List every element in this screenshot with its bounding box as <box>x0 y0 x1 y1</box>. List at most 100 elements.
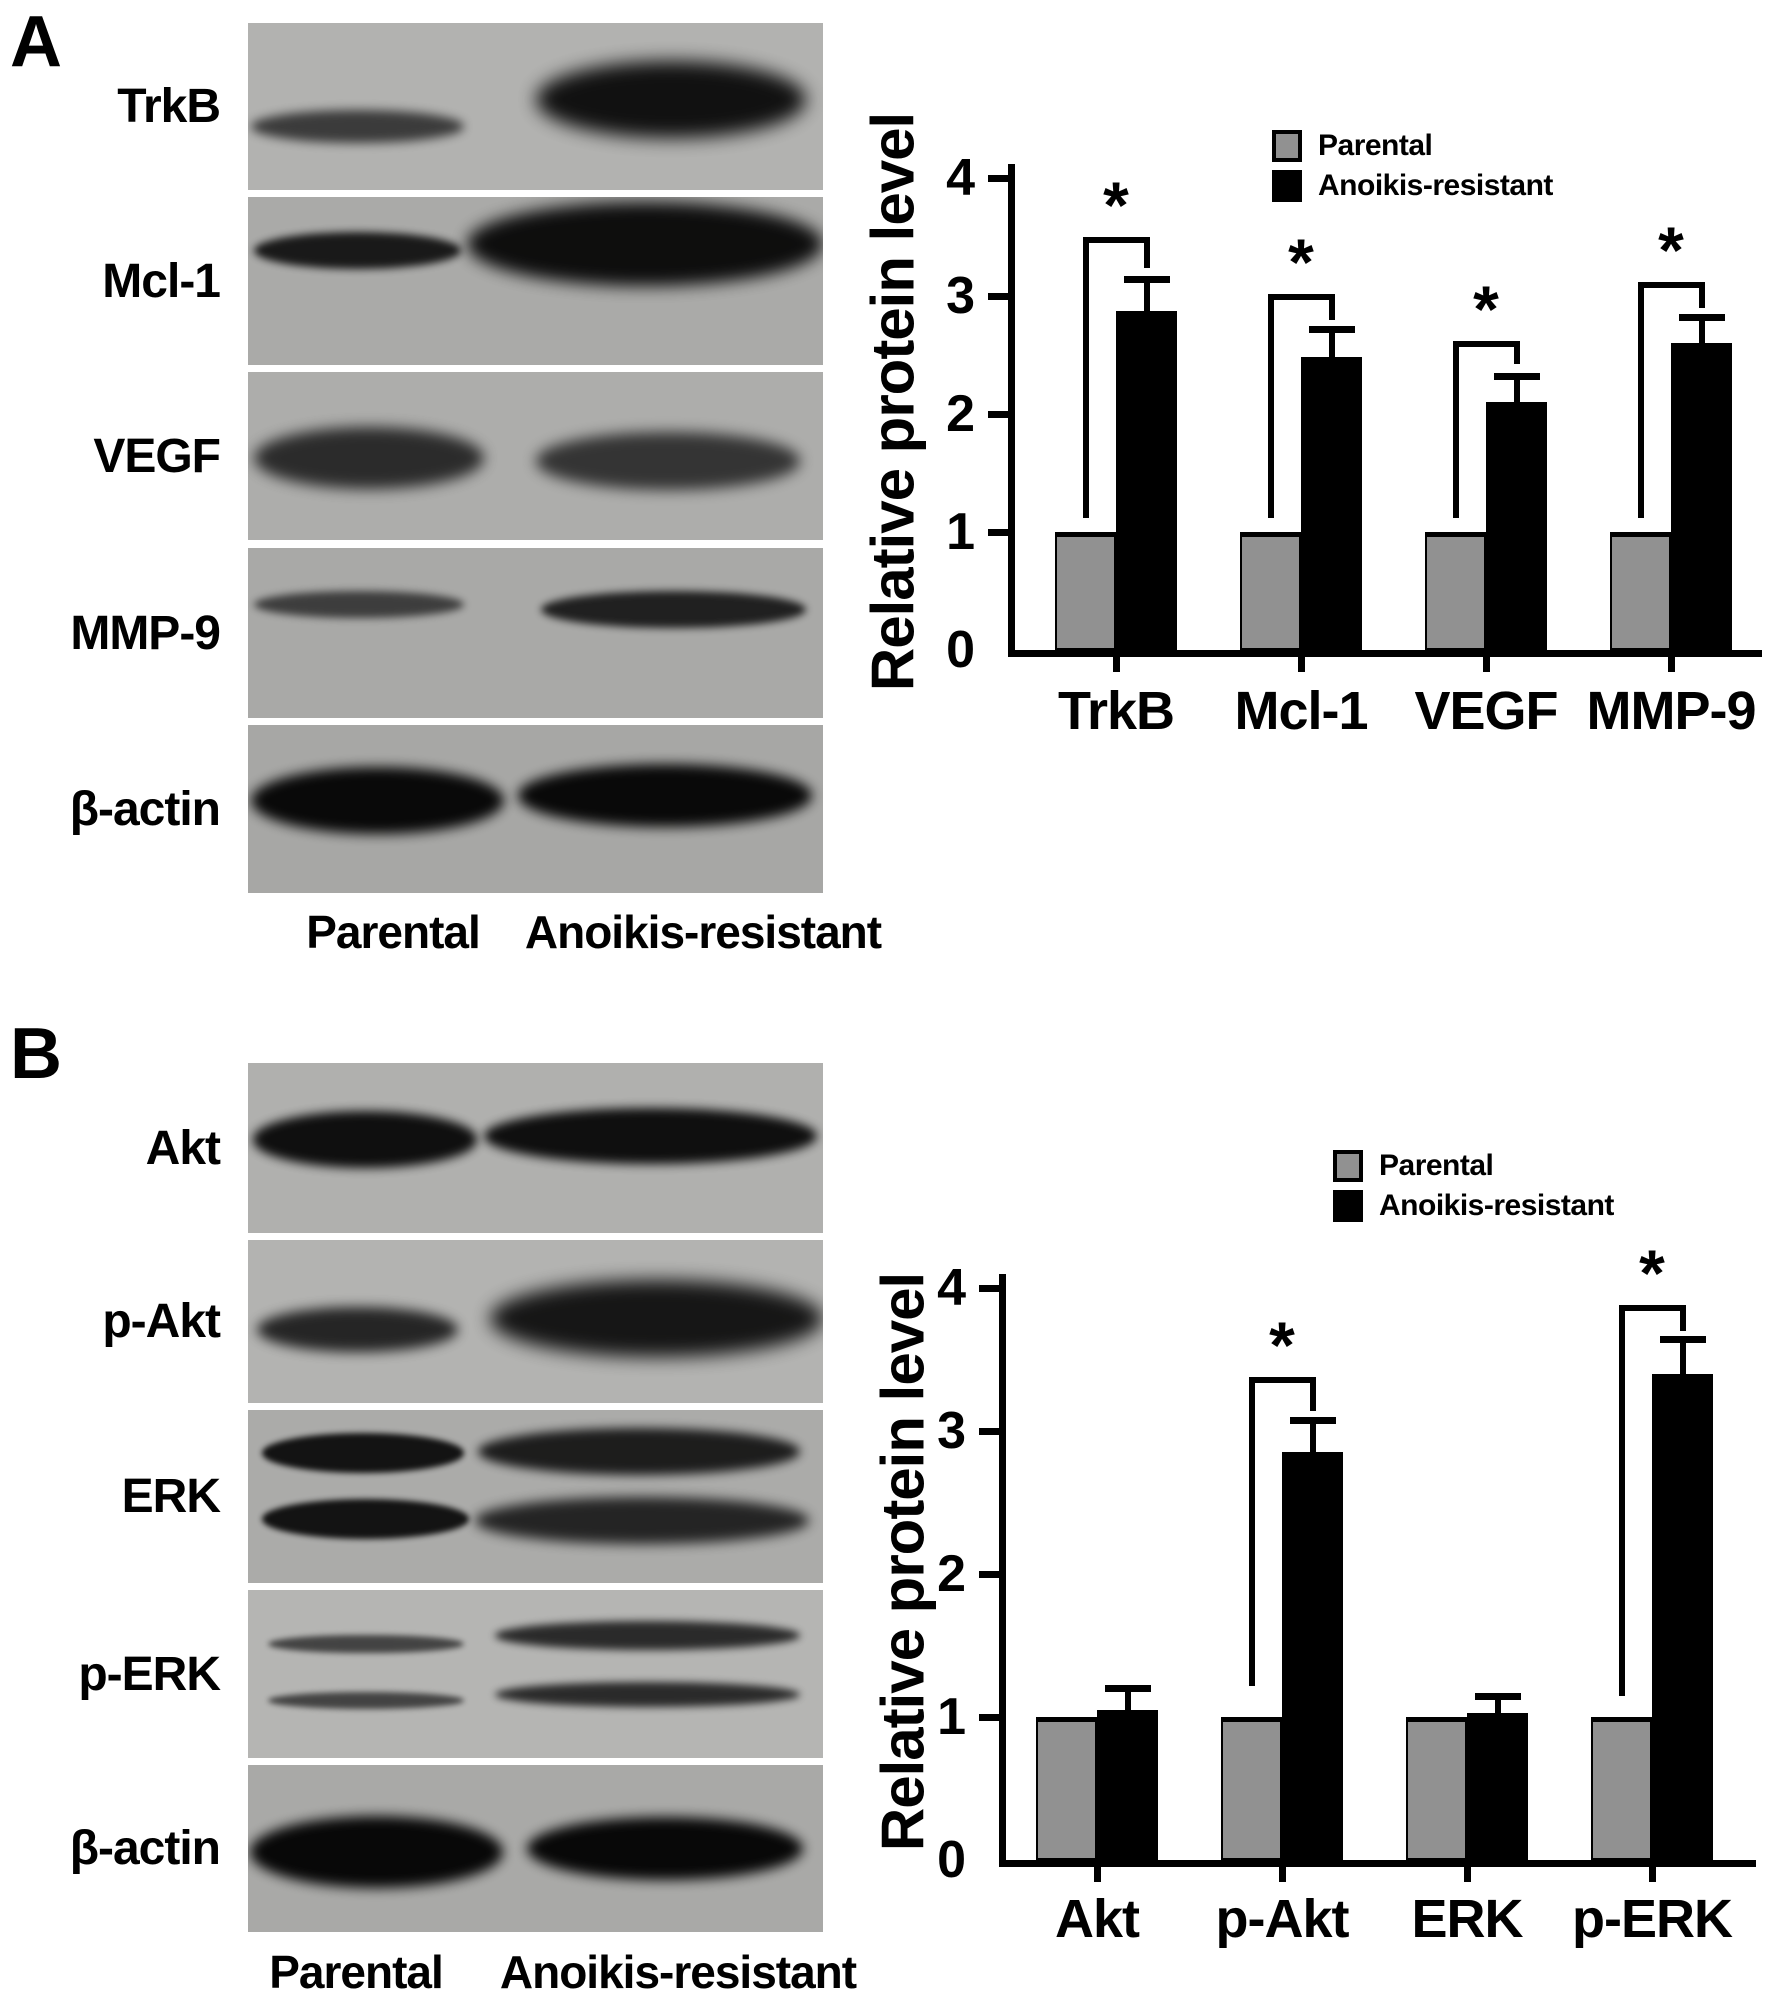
y-tick-label-4: 4 <box>937 1259 966 1317</box>
bar-parental-vegf <box>1425 532 1486 650</box>
error-bar-cap-mcl-1 <box>1308 326 1355 334</box>
legend-label-anoikis-resistant: Anoikis-resistant <box>1318 169 1553 202</box>
panel-a-letter: A <box>10 2 62 82</box>
blot-image-trkb <box>248 23 823 190</box>
x-category-label-erk: ERK <box>1411 1889 1523 1949</box>
x-axis-line <box>1008 650 1762 657</box>
bar-parental-trkb <box>1055 532 1116 650</box>
error-bar-stem-p-erk <box>1679 1339 1686 1374</box>
protein-band-akt-1 <box>483 1108 818 1165</box>
sig-bracket-top-mmp-9 <box>1637 281 1705 288</box>
protein-band-erk-1 <box>262 1499 470 1539</box>
blot-image-p-erk <box>248 1590 823 1758</box>
x-category-label-akt: Akt <box>1054 1889 1140 1949</box>
y-tick-label-3: 3 <box>937 1402 966 1460</box>
protein-band-trkb-1 <box>535 61 806 139</box>
sig-bracket-right-p-akt <box>1309 1376 1316 1411</box>
y-tick-4 <box>988 175 1008 182</box>
bar-anoikis-resistant-mmp-9 <box>1671 343 1732 650</box>
sig-bracket-right-p-erk <box>1679 1305 1686 1331</box>
protein-band-erk-3 <box>475 1497 809 1545</box>
blot-label-akt: Akt <box>145 1121 221 1175</box>
sig-bracket-top-trkb <box>1082 237 1150 243</box>
sig-bracket-left-p-akt <box>1248 1376 1255 1686</box>
significance-star-trkb: * <box>1103 168 1129 242</box>
bar-parental-mmp-9 <box>1610 532 1671 650</box>
bar-anoikis-resistant-akt <box>1097 1709 1158 1860</box>
sig-bracket-right-mmp-9 <box>1698 281 1705 308</box>
sig-bracket-left-vegf <box>1452 340 1459 518</box>
sig-bracket-left-trkb <box>1082 237 1089 518</box>
y-tick-label-1: 1 <box>937 1688 966 1746</box>
protein-band-vegf-1 <box>535 432 800 490</box>
sig-bracket-left-mmp-9 <box>1637 281 1644 518</box>
protein-band-mcl-1-1 <box>466 202 823 287</box>
blot-image-mcl1 <box>248 197 823 365</box>
y-axis-line <box>1008 164 1015 657</box>
protein-band-vegf-0 <box>253 426 484 489</box>
bar-anoikis-resistant-p-akt <box>1282 1452 1343 1860</box>
x-category-label-mcl-1: Mcl-1 <box>1234 681 1368 741</box>
x-tick-mmp-9 <box>1668 657 1675 672</box>
error-bar-cap-p-erk <box>1659 1336 1706 1344</box>
legend-label-parental: Parental <box>1379 1149 1494 1182</box>
y-tick-label-3: 3 <box>946 267 975 325</box>
y-tick-label-2: 2 <box>937 1545 966 1603</box>
blot-image-erk <box>248 1410 823 1583</box>
legend-label-parental: Parental <box>1318 129 1433 162</box>
x-tick-trkb <box>1113 657 1120 672</box>
y-tick-1 <box>979 1714 999 1721</box>
x-category-label-p-erk: p-ERK <box>1572 1889 1733 1949</box>
sig-bracket-top-p-akt <box>1248 1376 1316 1383</box>
x-category-label-p-akt: p-Akt <box>1215 1889 1350 1949</box>
sig-bracket-top-p-erk <box>1618 1305 1686 1312</box>
bar-anoikis-resistant-erk <box>1467 1712 1528 1860</box>
lane-label-parental-b: Parental <box>269 1946 444 1998</box>
error-bar-stem-mmp-9 <box>1698 317 1705 344</box>
lane-label-anoikis-b: Anoikis-resistant <box>499 1946 857 1998</box>
protein-band-erk-2 <box>478 1428 800 1475</box>
error-bar-stem-vegf <box>1513 376 1520 403</box>
y-tick-2 <box>988 411 1008 418</box>
blot-image-vegf <box>248 372 823 540</box>
error-bar-cap-p-akt <box>1289 1416 1336 1424</box>
blot-image-beta-actin-b <box>248 1765 823 1932</box>
y-tick-2 <box>979 1571 999 1578</box>
blot-label-beta-actin-a: β-actin <box>69 782 221 836</box>
bar-anoikis-resistant-p-erk <box>1652 1373 1713 1860</box>
significance-star-mmp-9: * <box>1658 212 1684 287</box>
protein-band-p-erk-0 <box>268 1634 464 1653</box>
error-bar-stem-erk <box>1494 1695 1501 1713</box>
x-tick-mcl-1 <box>1298 657 1305 672</box>
protein-band-mmp-9-1 <box>541 590 806 628</box>
legend-label-anoikis-resistant: Anoikis-resistant <box>1379 1189 1614 1222</box>
blot-label-p-akt: p-Akt <box>102 1295 221 1348</box>
y-axis-line <box>999 1274 1006 1867</box>
bar-anoikis-resistant-mcl-1 <box>1301 357 1362 650</box>
blot-label-p-erk: p-ERK <box>78 1647 221 1701</box>
bar-parental-erk <box>1406 1717 1467 1860</box>
blot-image-p-akt <box>248 1240 823 1403</box>
protein-band-p-erk-3 <box>495 1681 800 1707</box>
legend-swatch-parental <box>1272 130 1302 162</box>
significance-star-p-akt: * <box>1269 1307 1295 1382</box>
error-bar-cap-vegf <box>1493 373 1540 381</box>
x-tick-p-akt <box>1279 1867 1286 1882</box>
protein-band-p-erk-2 <box>495 1621 800 1650</box>
bar-parental-p-akt <box>1221 1717 1282 1860</box>
sig-bracket-right-trkb <box>1143 237 1150 268</box>
x-category-label-vegf: VEGF <box>1414 681 1558 741</box>
protein-band-mmp-9-0 <box>253 590 464 618</box>
protein-band-actin-1 <box>526 1816 803 1881</box>
protein-band-actin-1 <box>518 764 812 827</box>
protein-band-p-erk-1 <box>268 1692 464 1710</box>
bar-anoikis-resistant-trkb <box>1116 311 1177 650</box>
legend-swatch-parental <box>1333 1150 1363 1182</box>
y-tick-4 <box>979 1285 999 1292</box>
significance-star-vegf: * <box>1473 271 1499 346</box>
error-bar-stem-p-akt <box>1309 1419 1316 1453</box>
y-tick-label-4: 4 <box>946 149 975 207</box>
blot-label-erk: ERK <box>121 1470 221 1523</box>
y-tick-3 <box>979 1428 999 1435</box>
y-tick-label-0: 0 <box>946 621 975 679</box>
